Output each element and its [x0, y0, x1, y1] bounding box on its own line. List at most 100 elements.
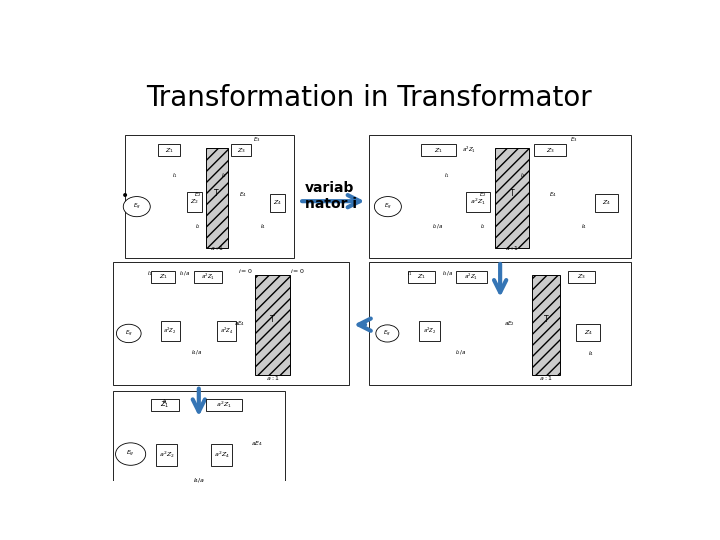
Text: $a^2Z_2$: $a^2Z_2$ [423, 326, 436, 336]
Text: $I_2/a$: $I_2/a$ [455, 349, 467, 357]
Bar [568, 271, 595, 283]
Text: $Z_3$: $Z_3$ [577, 273, 586, 281]
Bar [114, 391, 285, 503]
Text: $Z_3$: $Z_3$ [237, 146, 246, 154]
Bar [495, 148, 529, 248]
Text: $E_4$: $E_4$ [549, 190, 557, 199]
Bar [151, 399, 179, 411]
Bar [158, 144, 181, 157]
Bar [421, 144, 456, 157]
Text: T: T [215, 188, 219, 198]
Text: $I_4$: $I_4$ [261, 222, 266, 231]
Text: $Z_1$: $Z_1$ [417, 273, 426, 281]
Bar [217, 321, 236, 341]
Bar [466, 192, 490, 212]
Text: $a^2Z_1$: $a^2Z_1$ [201, 272, 215, 282]
Text: $a^2Z_1$: $a^2Z_1$ [462, 145, 476, 156]
Text: $I_3$: $I_3$ [220, 172, 226, 180]
Circle shape [117, 324, 141, 343]
Text: $I_2$: $I_2$ [195, 222, 201, 231]
Text: $E_3$: $E_3$ [253, 134, 260, 144]
Text: $I_4$: $I_4$ [581, 222, 587, 231]
Text: $E_2$: $E_2$ [194, 190, 202, 199]
Bar [125, 136, 294, 258]
Text: $a^2Z_2$: $a^2Z_2$ [159, 450, 174, 460]
Text: $Z_1$: $Z_1$ [161, 400, 170, 410]
Text: $E_g$: $E_g$ [384, 328, 391, 339]
Circle shape [115, 443, 145, 465]
Text: $aE_4$: $aE_4$ [251, 440, 263, 448]
Bar [408, 271, 435, 283]
Text: $I_4$: $I_4$ [588, 349, 593, 357]
Text: $I_3/a$: $I_3/a$ [442, 269, 453, 278]
Text: $I_4/a$: $I_4/a$ [193, 477, 205, 485]
Text: T: T [544, 315, 549, 325]
Text: •: • [120, 189, 129, 203]
Text: $I_4/a$: $I_4/a$ [191, 349, 202, 357]
Text: $a^2Z_1$: $a^2Z_1$ [215, 400, 231, 410]
Text: $i=0$: $i=0$ [238, 267, 253, 275]
Bar [369, 262, 631, 385]
Text: T: T [510, 188, 514, 198]
Bar [255, 274, 290, 375]
Bar [270, 194, 285, 212]
Bar [212, 444, 232, 467]
Bar [456, 271, 487, 283]
Text: $Z_1$: $Z_1$ [158, 273, 168, 281]
Bar [187, 192, 202, 212]
Text: $a^2Z_4$: $a^2Z_4$ [214, 450, 230, 460]
Bar [161, 321, 179, 341]
Circle shape [376, 325, 399, 342]
Text: $E_g$: $E_g$ [126, 449, 135, 459]
Text: $E_g$: $E_g$ [125, 328, 132, 339]
Text: $Z_1$: $Z_1$ [434, 146, 443, 154]
Bar [114, 262, 349, 385]
Text: $Z_4$: $Z_4$ [273, 199, 282, 207]
Text: $I_1$: $I_1$ [162, 397, 168, 406]
Text: $a:1$: $a:1$ [210, 244, 224, 252]
Bar [206, 399, 242, 411]
Text: variab
nator i: variab nator i [305, 181, 357, 211]
Text: $a:1$: $a:1$ [539, 374, 553, 382]
Circle shape [374, 197, 401, 217]
Text: $a^2Z_1$: $a^2Z_1$ [464, 272, 478, 282]
Bar [151, 271, 175, 283]
Bar [231, 144, 251, 157]
Bar [206, 148, 228, 248]
Text: $aE_2$: $aE_2$ [504, 319, 515, 328]
Text: $E_2$: $E_2$ [480, 190, 487, 199]
Text: $I_1$: $I_1$ [147, 269, 153, 278]
Text: $Z_2$: $Z_2$ [190, 197, 199, 206]
Bar [419, 321, 440, 341]
Text: $I_2/a$: $I_2/a$ [432, 222, 443, 231]
Text: $a^2Z_4$: $a^2Z_4$ [220, 326, 233, 336]
Text: Transformation in Transformator: Transformation in Transformator [146, 84, 592, 112]
Text: $a^2Z_1$: $a^2Z_1$ [470, 197, 486, 207]
Text: $E_3$: $E_3$ [570, 134, 577, 144]
Text: $I_2$: $I_2$ [480, 222, 486, 231]
Text: $I_3/a$: $I_3/a$ [179, 269, 190, 278]
Text: $Z_1$: $Z_1$ [165, 146, 174, 154]
Bar [194, 271, 222, 283]
Text: $I_1$: $I_1$ [407, 269, 413, 278]
Bar [534, 144, 566, 157]
Bar [156, 444, 177, 467]
Text: $I_1$: $I_1$ [171, 172, 177, 180]
Text: $I_1$: $I_1$ [444, 172, 449, 180]
Text: $Z_4$: $Z_4$ [602, 199, 611, 207]
Text: $a^2Z_2$: $a^2Z_2$ [163, 326, 177, 336]
Text: $Z_4$: $Z_4$ [583, 328, 593, 336]
Circle shape [123, 197, 150, 217]
Text: $I_3$: $I_3$ [520, 172, 526, 180]
Text: $E_4$: $E_4$ [239, 190, 247, 199]
Text: $aE_4$: $aE_4$ [234, 319, 246, 328]
Bar [576, 323, 600, 341]
Text: $a:1$: $a:1$ [505, 244, 519, 252]
Text: $E_g$: $E_g$ [384, 201, 392, 212]
Text: $i=0$: $i=0$ [290, 267, 305, 275]
Text: $Z_3$: $Z_3$ [546, 146, 554, 154]
Bar [531, 274, 560, 375]
Bar [595, 194, 618, 212]
Bar [369, 136, 631, 258]
Text: $a:1$: $a:1$ [266, 374, 279, 382]
